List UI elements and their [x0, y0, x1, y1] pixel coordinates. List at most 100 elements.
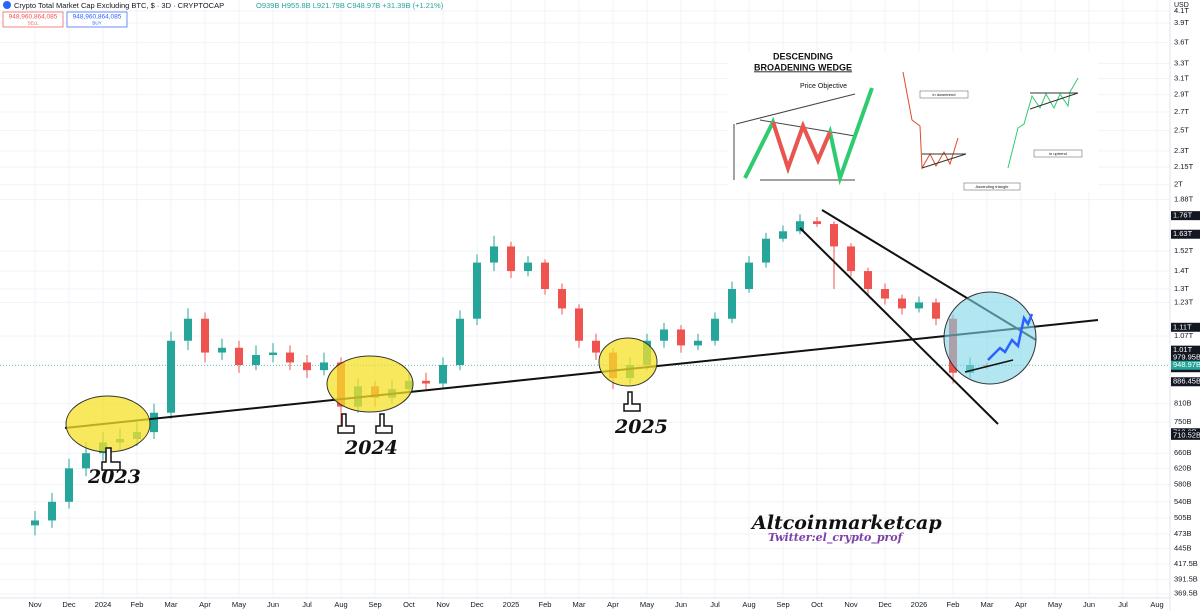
- support-line: [64, 319, 1099, 429]
- x-tick-label: Jun: [1083, 600, 1095, 609]
- price-label: 886.45B: [1173, 377, 1200, 386]
- inset-label: Ascending triangle: [976, 184, 1010, 189]
- inset-title: DESCENDING: [773, 51, 833, 61]
- x-tick-label: Nov: [436, 600, 450, 609]
- y-tick-label: 1.23T: [1174, 297, 1194, 306]
- candle-body: [490, 246, 498, 263]
- x-tick-label: Sep: [368, 600, 381, 609]
- candle-body: [592, 340, 600, 353]
- candle-body: [898, 298, 906, 309]
- price-label: 1.01T: [1173, 345, 1193, 354]
- y-tick-label: 810B: [1174, 399, 1192, 408]
- year-label: 2025: [614, 416, 668, 438]
- y-tick-label: 1.3T: [1174, 284, 1189, 293]
- x-tick-label: Apr: [199, 600, 211, 609]
- inset-diagram: DESCENDING BROADENING WEDGE Price Object…: [728, 51, 1098, 192]
- inset-line: [735, 93, 856, 125]
- price-label-bg: [1171, 352, 1200, 362]
- y-tick-label: 1.52T: [1174, 246, 1194, 255]
- y-tick-label: 660B: [1174, 448, 1192, 457]
- inset-label: in downtrend: [933, 92, 956, 97]
- y-tick-label: 4.1T: [1174, 6, 1189, 15]
- x-tick-label: Mar: [981, 600, 994, 609]
- y-tick-label: 3.1T: [1174, 74, 1189, 83]
- highlight-ellipse: [598, 337, 658, 387]
- price-label-bg: [1171, 229, 1200, 239]
- y-axis: 4.1T 3.9T 3.6T 3.3T 3.1T 2.9T 2.7T 2.5T 2.3T 2.15…: [1171, 6, 1200, 598]
- candle-body: [184, 318, 192, 341]
- x-tick-label: Feb: [131, 600, 144, 609]
- price-label: 1.11T: [1173, 322, 1192, 331]
- candle-body: [915, 302, 923, 309]
- x-tick-label: Oct: [811, 600, 824, 609]
- x-axis: Nov Dec 2024 Feb Mar Apr May Jun Jul Aug Sep Oct Nov…: [28, 600, 1163, 609]
- y-tick-label: 2T: [1174, 180, 1183, 189]
- y-tick-label: 750B: [1174, 417, 1192, 426]
- inset-label: Price Objective: [800, 83, 847, 90]
- x-tick-label: Aug: [742, 600, 755, 609]
- candle-body: [456, 318, 464, 365]
- y-tick-label: 3.6T: [1174, 37, 1189, 46]
- triangle-line: [964, 359, 1014, 373]
- buy-label: BUY: [92, 21, 101, 26]
- y-tick-label: 445B: [1174, 544, 1192, 553]
- candle-body: [473, 262, 481, 319]
- x-tick-label: Nov: [844, 600, 858, 609]
- y-tick-label: 2.7T: [1174, 107, 1189, 116]
- x-tick-label: Aug: [334, 600, 347, 609]
- candle-body: [252, 354, 260, 365]
- inset-title: BROADENING WEDGE: [754, 62, 852, 72]
- x-tick-label: May: [1048, 600, 1062, 609]
- highlight-ellipse: [326, 355, 414, 413]
- sell-button[interactable]: [2, 11, 64, 28]
- candle-body: [507, 246, 515, 272]
- price-label-bg: [1171, 322, 1200, 332]
- inset-box: [1033, 149, 1083, 158]
- candle-body: [269, 352, 277, 355]
- candle-body: [745, 262, 753, 290]
- year-label: 2023: [87, 466, 141, 488]
- y-tick-label: 1.07T: [1174, 331, 1194, 340]
- candle-body: [694, 340, 702, 346]
- candle-body: [218, 347, 226, 353]
- price-label-bg: [1171, 211, 1200, 221]
- inset-line: [759, 119, 856, 137]
- x-tick-label: Nov: [28, 600, 42, 609]
- y-tick-label: 1.4T: [1174, 266, 1189, 275]
- x-tick-label: Dec: [62, 600, 76, 609]
- y-tick-label: 620B: [1174, 463, 1192, 472]
- inset-label: in uptrend: [1049, 151, 1067, 156]
- candle-body: [847, 246, 855, 272]
- inset-path: [1007, 77, 1079, 169]
- candle-body: [881, 289, 889, 299]
- y-tick-label: 505B: [1174, 513, 1192, 522]
- current-price-bg: [1171, 360, 1200, 370]
- inset-box: [919, 90, 969, 99]
- x-tick-label: Apr: [607, 600, 619, 609]
- y-tick-label: 2.5T: [1174, 126, 1189, 135]
- inset-path: [771, 120, 832, 175]
- candle-body: [813, 221, 821, 225]
- buy-button[interactable]: [66, 11, 128, 28]
- candle-body: [422, 380, 430, 384]
- price-label: 979.95B: [1173, 352, 1200, 361]
- symbol-title: Crypto Total Market Cap Excluding BTC, $…: [14, 1, 224, 10]
- x-tick-label: Feb: [947, 600, 960, 609]
- ohlc: O939B H955.8B L921.79B C948.97B +31.39B …: [256, 1, 444, 10]
- x-tick-label: Mar: [165, 600, 178, 609]
- x-tick-label: May: [640, 600, 654, 609]
- current-price-label: 948.97B: [1173, 360, 1200, 369]
- y-tick-label: 2.9T: [1174, 90, 1189, 99]
- x-tick-label: Jul: [302, 600, 312, 609]
- candle-body: [48, 501, 56, 521]
- x-tick-label: Jul: [1118, 600, 1128, 609]
- hand-icons: [101, 391, 641, 471]
- candle-body: [677, 329, 685, 346]
- y-tick-label: 3.3T: [1174, 58, 1189, 67]
- candle-body: [31, 520, 39, 526]
- candle-body: [235, 347, 243, 365]
- year-label: 2024: [344, 437, 398, 459]
- x-tick-label: 2024: [95, 600, 112, 609]
- candle-body: [320, 362, 328, 371]
- candle-body: [796, 221, 804, 232]
